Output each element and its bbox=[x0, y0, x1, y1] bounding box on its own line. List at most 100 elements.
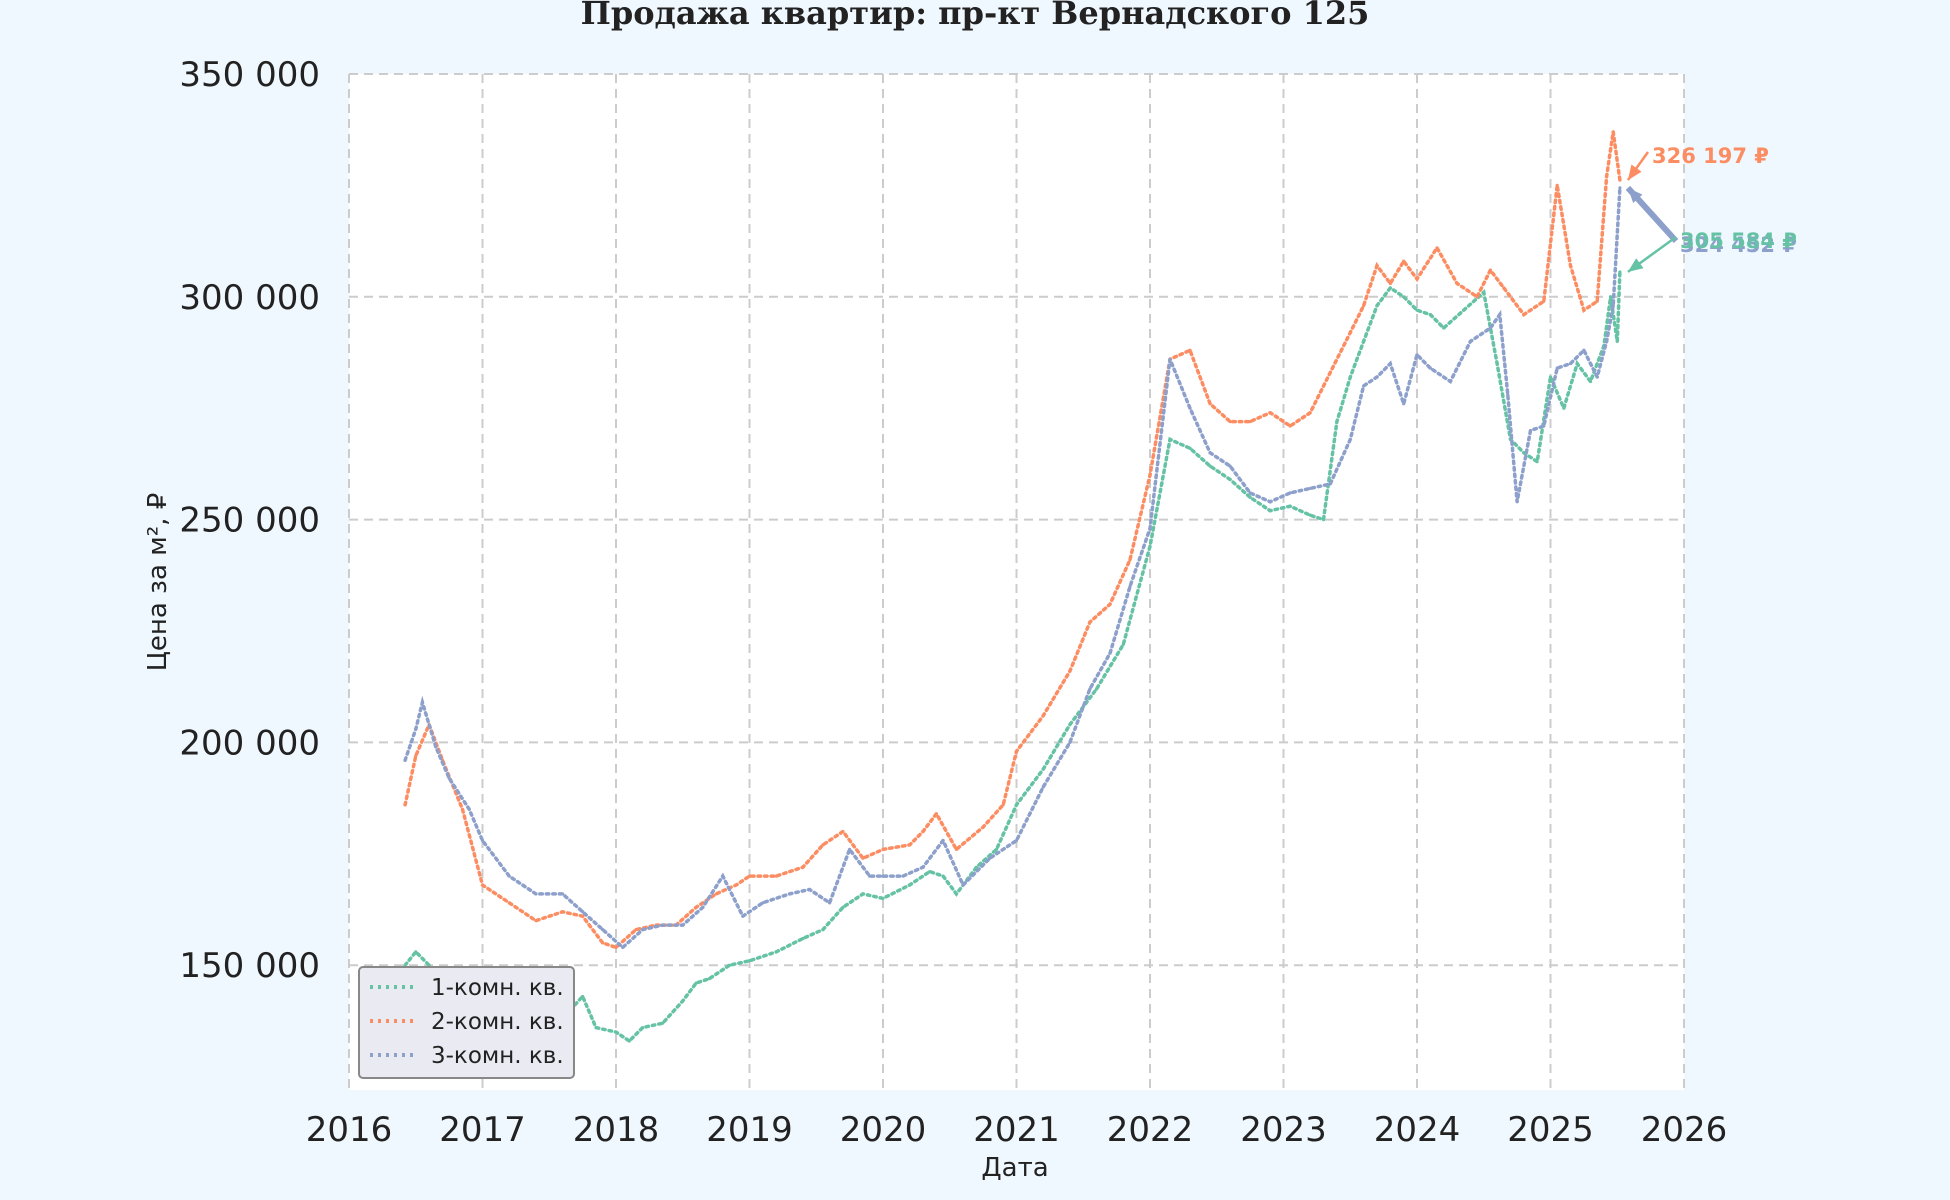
data-point bbox=[988, 856, 992, 860]
data-point bbox=[1428, 313, 1432, 317]
data-point bbox=[807, 887, 812, 892]
data-point bbox=[1001, 803, 1005, 807]
x-tick-label: 2025 bbox=[1507, 1110, 1594, 1150]
data-point bbox=[681, 999, 685, 1003]
data-point bbox=[861, 856, 865, 860]
data-point bbox=[1308, 411, 1312, 415]
data-point bbox=[1041, 767, 1045, 771]
x-tick-label: 2021 bbox=[973, 1110, 1060, 1150]
data-point bbox=[974, 865, 979, 869]
data-point bbox=[1375, 304, 1379, 308]
data-point bbox=[694, 981, 698, 985]
data-point bbox=[1288, 504, 1292, 508]
annotation-2: 324 452 ₽ bbox=[1625, 185, 1797, 257]
data-point bbox=[1228, 464, 1232, 468]
data-point bbox=[727, 963, 732, 967]
data-point bbox=[1575, 362, 1579, 366]
y-tick-label: 300 000 bbox=[179, 278, 320, 318]
x-tick-label: 2017 bbox=[439, 1110, 526, 1150]
data-point bbox=[561, 910, 565, 914]
data-point bbox=[534, 919, 538, 923]
data-point bbox=[941, 874, 945, 878]
data-point bbox=[1548, 375, 1553, 379]
data-point bbox=[954, 847, 959, 851]
data-point bbox=[1268, 411, 1272, 415]
data-point bbox=[928, 870, 932, 874]
legend: 1-комн. кв. 2-комн. кв. 3-комн. кв. bbox=[358, 966, 575, 1079]
data-point bbox=[707, 976, 712, 981]
data-point bbox=[1608, 295, 1613, 299]
data-point bbox=[1248, 419, 1252, 424]
data-point bbox=[1288, 424, 1292, 428]
data-point bbox=[1582, 348, 1586, 352]
data-point bbox=[1604, 339, 1609, 343]
data-point bbox=[1328, 482, 1332, 486]
annotation-3: 305 584 ₽ bbox=[1627, 229, 1797, 273]
y-tick-label: 250 000 bbox=[179, 501, 320, 541]
tick-labels: 2016 2017 2018 2019 2020 2021 2022 2023 2024 2025… bbox=[179, 55, 1727, 1150]
data-point bbox=[1308, 513, 1312, 517]
data-point bbox=[1288, 491, 1292, 495]
x-tick-label: 2019 bbox=[706, 1110, 793, 1150]
series-line-1 bbox=[403, 270, 1622, 1044]
data-point bbox=[1088, 620, 1092, 624]
data-point bbox=[821, 927, 825, 932]
data-point bbox=[1014, 749, 1019, 753]
data-point bbox=[1528, 428, 1533, 433]
data-point bbox=[954, 892, 959, 896]
legend-label-2: 2-комн. кв. bbox=[431, 1009, 564, 1035]
data-point bbox=[460, 807, 465, 811]
data-point bbox=[1448, 379, 1452, 384]
data-point bbox=[1488, 268, 1493, 272]
y-axis-label: Цена за м², ₽ bbox=[143, 493, 173, 672]
data-point bbox=[1568, 264, 1573, 268]
data-point bbox=[1348, 375, 1352, 379]
data-point bbox=[921, 865, 925, 869]
data-point bbox=[1402, 295, 1406, 299]
annotation-label: 326 197 ₽ bbox=[1652, 144, 1769, 168]
data-point bbox=[1348, 437, 1352, 442]
data-point bbox=[447, 776, 451, 780]
data-point bbox=[848, 847, 852, 851]
data-point bbox=[868, 874, 872, 878]
data-point bbox=[1068, 722, 1072, 727]
data-point bbox=[1168, 357, 1172, 361]
data-point bbox=[1475, 295, 1479, 299]
data-point bbox=[1348, 330, 1352, 335]
data-point bbox=[801, 936, 805, 941]
data-point bbox=[1595, 299, 1599, 303]
data-point bbox=[661, 1021, 665, 1025]
data-point bbox=[561, 892, 565, 896]
data-point bbox=[1522, 451, 1526, 455]
data-point bbox=[1498, 313, 1502, 317]
data-point bbox=[641, 1026, 645, 1030]
data-point bbox=[1362, 384, 1366, 388]
annotations: 326 197 ₽ 324 452 ₽305 584 ₽ bbox=[1625, 144, 1797, 273]
legend-label-1: 1-комн. кв. bbox=[431, 975, 564, 1001]
data-point bbox=[403, 803, 407, 807]
x-axis-label: Дата bbox=[981, 1153, 1048, 1183]
data-point bbox=[1208, 402, 1212, 406]
data-point bbox=[908, 843, 912, 847]
data-point bbox=[1568, 362, 1573, 366]
data-point bbox=[480, 838, 485, 843]
data-point bbox=[1435, 246, 1439, 250]
data-point bbox=[1128, 558, 1132, 562]
x-tick-label: 2020 bbox=[840, 1110, 927, 1150]
data-point bbox=[434, 745, 438, 749]
data-point bbox=[581, 910, 585, 914]
x-tick-label: 2023 bbox=[1240, 1110, 1327, 1150]
data-point bbox=[507, 901, 511, 905]
data-point bbox=[1442, 326, 1446, 330]
data-point bbox=[694, 905, 698, 909]
data-point bbox=[1335, 419, 1339, 424]
data-point bbox=[1128, 584, 1132, 589]
data-point bbox=[714, 892, 718, 896]
data-point bbox=[534, 892, 538, 896]
data-point bbox=[901, 874, 905, 878]
data-point bbox=[941, 838, 945, 843]
data-point bbox=[801, 865, 805, 869]
data-point bbox=[681, 923, 685, 927]
data-point bbox=[1362, 339, 1366, 343]
